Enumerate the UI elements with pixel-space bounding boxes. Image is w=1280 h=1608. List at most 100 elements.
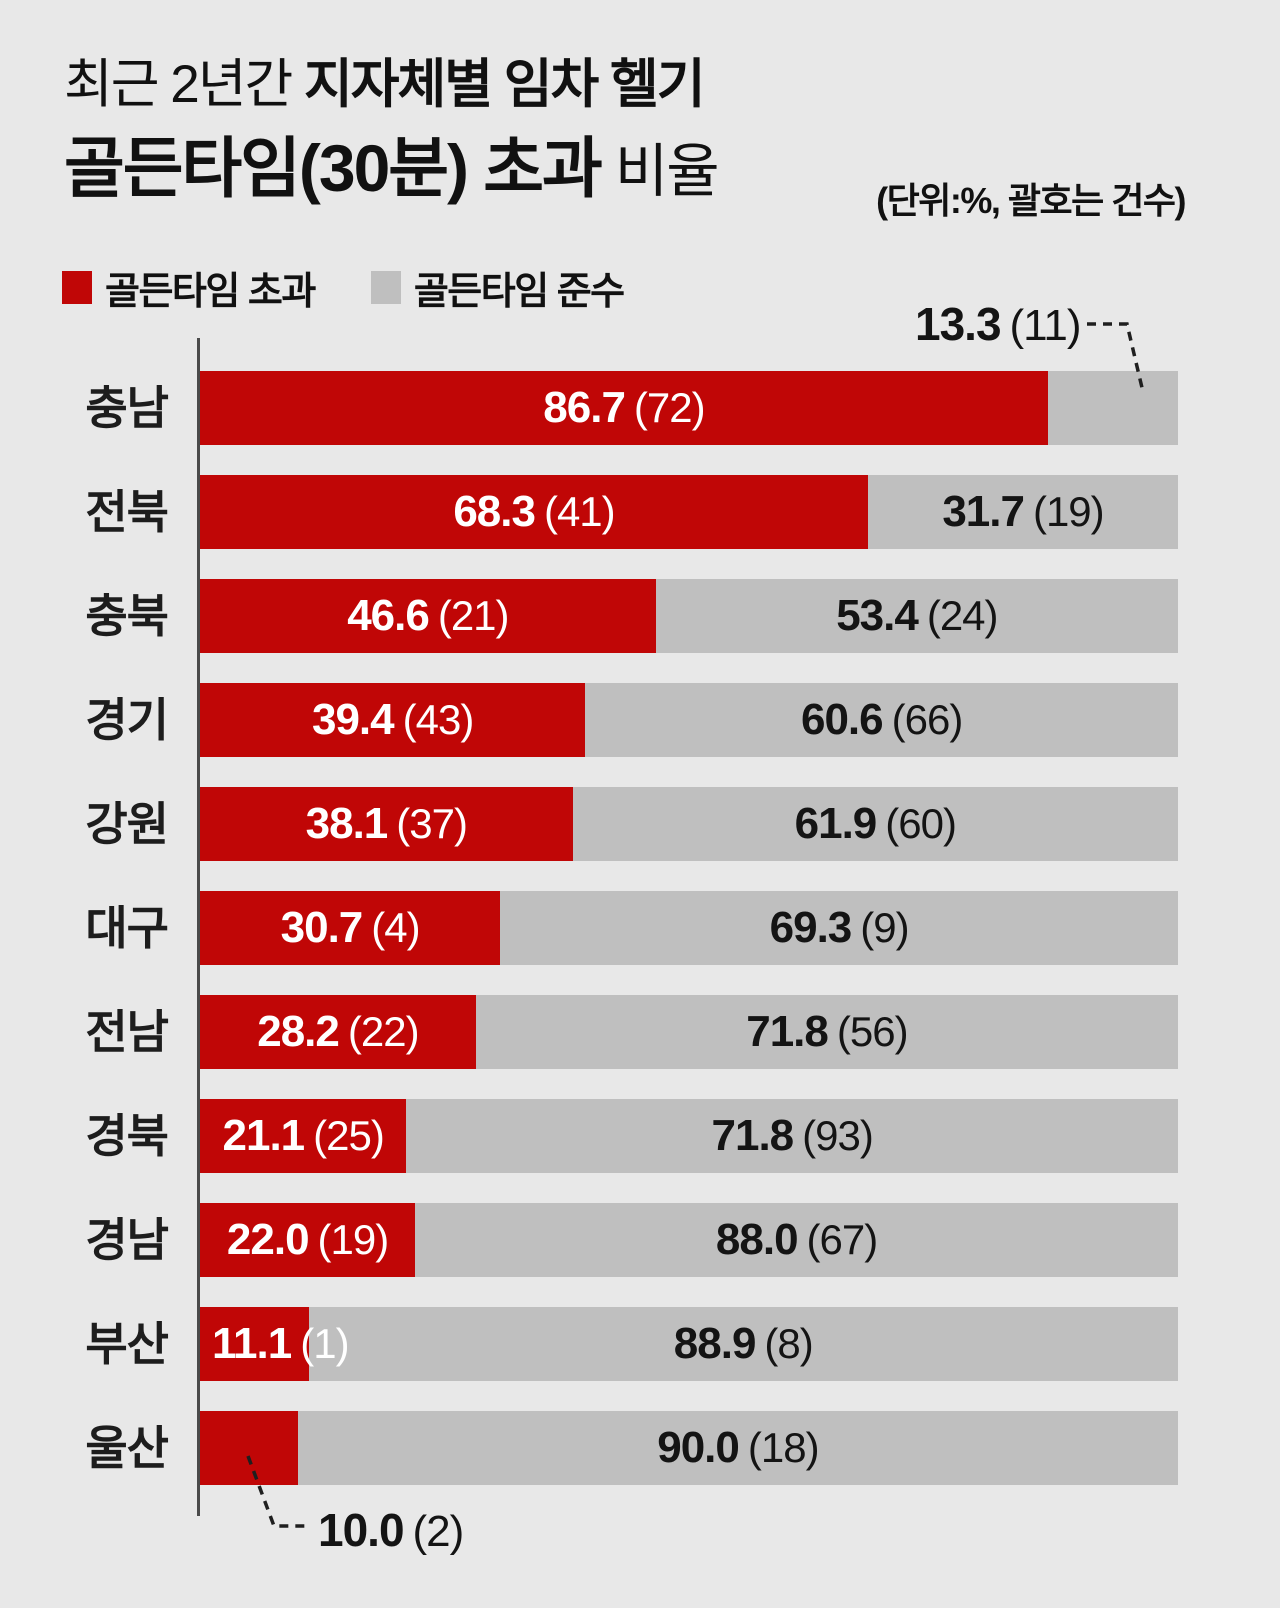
bar-segment-exceed: 86.7 (72): [200, 371, 1048, 445]
comply-label-count: (9): [860, 904, 909, 951]
page-title-line2: 골든타임(30분) 초과 비율: [64, 131, 720, 206]
comply-label-value: 53.4: [836, 591, 919, 640]
comply-label-value: 71.8: [711, 1111, 795, 1160]
bar-segment-comply: 31.7 (19): [867, 475, 1178, 549]
comply-label-count: (66): [891, 696, 964, 743]
exceed-label-count: (22): [347, 1008, 420, 1055]
bar-segment-comply: 60.6 (66): [585, 683, 1178, 757]
page-title: 최근 2년간 지자체별 임차 헬기 골든타임(30분) 초과 비율: [64, 55, 720, 206]
bar-segment-exceed: 30.7 (4): [200, 891, 501, 965]
region-label: 충북: [85, 590, 169, 642]
bar-row: 30.7 (4) 69.3 (9): [200, 891, 1178, 965]
annotation-chungnam-comply: 13.3 (11): [915, 297, 1082, 351]
comply-label: 61.9 (60): [794, 799, 957, 849]
comply-label-count: (18): [747, 1424, 820, 1471]
legend-label-exceed: 골든타임 초과: [105, 271, 316, 313]
bar-row: 28.2 (22) 71.8 (56): [200, 995, 1178, 1069]
exceed-label-value: 30.7: [280, 903, 364, 952]
bar-segment-comply: [1047, 371, 1178, 445]
region-label: 대구: [85, 902, 169, 954]
region-label: 강원: [85, 798, 169, 850]
region-label: 부산: [85, 1318, 169, 1370]
comply-label: 71.8 (93): [711, 1111, 874, 1161]
region-label: 경기: [85, 694, 169, 746]
exceed-label: 68.3 (41): [453, 487, 615, 537]
exceed-label: 39.4 (43): [312, 695, 475, 745]
axis-line: [197, 338, 200, 1516]
exceed-label: 11.1 (1): [212, 1307, 350, 1381]
legend-item-exceed: 골든타임 초과: [62, 260, 316, 315]
comply-label-value: 88.9: [673, 1319, 757, 1368]
exceed-label-count: (19): [317, 1216, 390, 1263]
comply-label-count: (93): [802, 1112, 874, 1159]
exceed-label: 21.1 (25): [222, 1111, 385, 1161]
bar-row: 68.3 (41) 31.7 (19): [200, 475, 1178, 549]
exceed-label: 38.1 (37): [305, 799, 468, 849]
exceed-label-value: 11.1: [212, 1319, 292, 1368]
title-line2-bold: 골든타임(30분) 초과: [64, 131, 603, 206]
comply-label-count: (67): [806, 1216, 879, 1263]
title-line1-bold: 지자체별 임차 헬기: [303, 55, 706, 114]
bar-segment-comply: 71.8 (93): [406, 1099, 1178, 1173]
comply-label-count: (56): [836, 1008, 909, 1055]
region-label: 전남: [85, 1006, 169, 1058]
bar-segment-comply: 69.3 (9): [500, 891, 1178, 965]
comply-label-value: 88.0: [715, 1215, 799, 1264]
bar-segment-exceed: [200, 1307, 309, 1381]
bar-segment-comply: 90.0 (18): [297, 1411, 1178, 1485]
unit-note: (단위:%, 괄호는 건수): [876, 180, 1186, 221]
bar-segment-comply: 88.0 (67): [415, 1203, 1178, 1277]
annotation-top-count: (11): [1009, 301, 1082, 350]
region-label: 충남: [85, 382, 169, 434]
legend-swatch-comply-icon: [370, 271, 401, 304]
bar-segment-exceed: 68.3 (41): [200, 475, 868, 549]
exceed-label-value: 22.0: [226, 1215, 310, 1264]
bar-row: 86.7 (72): [200, 371, 1178, 445]
comply-label: 60.6 (66): [800, 695, 964, 745]
exceed-label: 28.2 (22): [257, 1007, 420, 1057]
bar-row: 46.6 (21) 53.4 (24): [200, 579, 1178, 653]
exceed-label-count: (72): [633, 384, 706, 431]
exceed-label-count: (43): [402, 696, 475, 743]
region-label: 울산: [85, 1422, 169, 1474]
exceed-label-count: (37): [396, 800, 468, 847]
legend-item-comply: 골든타임 준수: [370, 260, 625, 315]
exceed-label-value: 38.1: [305, 799, 389, 848]
legend-swatch-exceed-icon: [62, 271, 92, 304]
comply-label-value: 31.7: [942, 487, 1025, 536]
exceed-label: 22.0 (19): [226, 1215, 390, 1265]
comply-label: 88.9 (8): [673, 1319, 814, 1369]
comply-label: 88.0 (67): [715, 1215, 879, 1265]
region-label: 경북: [85, 1110, 169, 1162]
comply-label-value: 60.6: [800, 695, 884, 744]
bar-row: 22.0 (19) 88.0 (67): [200, 1203, 1178, 1277]
bar-segment-comply: 53.4 (24): [655, 579, 1178, 653]
title-line1-regular: 최근 2년간: [64, 55, 304, 114]
comply-label-value: 90.0: [657, 1423, 740, 1472]
region-label: 전북: [85, 486, 169, 538]
comply-label-count: (24): [926, 592, 999, 639]
exceed-label-count: (1): [300, 1320, 349, 1367]
bar-row: 90.0 (18): [200, 1411, 1178, 1485]
exceed-label-value: 28.2: [257, 1007, 340, 1056]
exceed-label-value: 21.1: [222, 1111, 306, 1160]
legend-label-comply: 골든타임 준수: [413, 271, 625, 313]
bar-row: 38.1 (37) 61.9 (60): [200, 787, 1178, 861]
comply-label: 69.3 (9): [770, 903, 910, 953]
bar-segment-comply: 61.9 (60): [572, 787, 1178, 861]
exceed-label-value: 86.7: [543, 383, 626, 432]
exceed-label-value: 68.3: [453, 487, 536, 536]
region-label: 경남: [85, 1214, 169, 1266]
exceed-label: 86.7 (72): [543, 383, 706, 433]
annotation-bottom-value: 10.0: [318, 1504, 405, 1556]
comply-label-count: (8): [764, 1320, 813, 1367]
bar-row: 39.4 (43) 60.6 (66): [200, 683, 1178, 757]
comply-label: 53.4 (24): [836, 591, 999, 641]
comply-label-value: 71.8: [746, 1007, 829, 1056]
bar-segment-exceed: 39.4 (43): [200, 683, 586, 757]
page-title-line1: 최근 2년간 지자체별 임차 헬기: [64, 55, 718, 114]
annotation-ulsan-exceed: 10.0 (2): [318, 1503, 464, 1557]
comply-label-value: 61.9: [794, 799, 878, 848]
exceed-label-count: (21): [437, 592, 510, 639]
